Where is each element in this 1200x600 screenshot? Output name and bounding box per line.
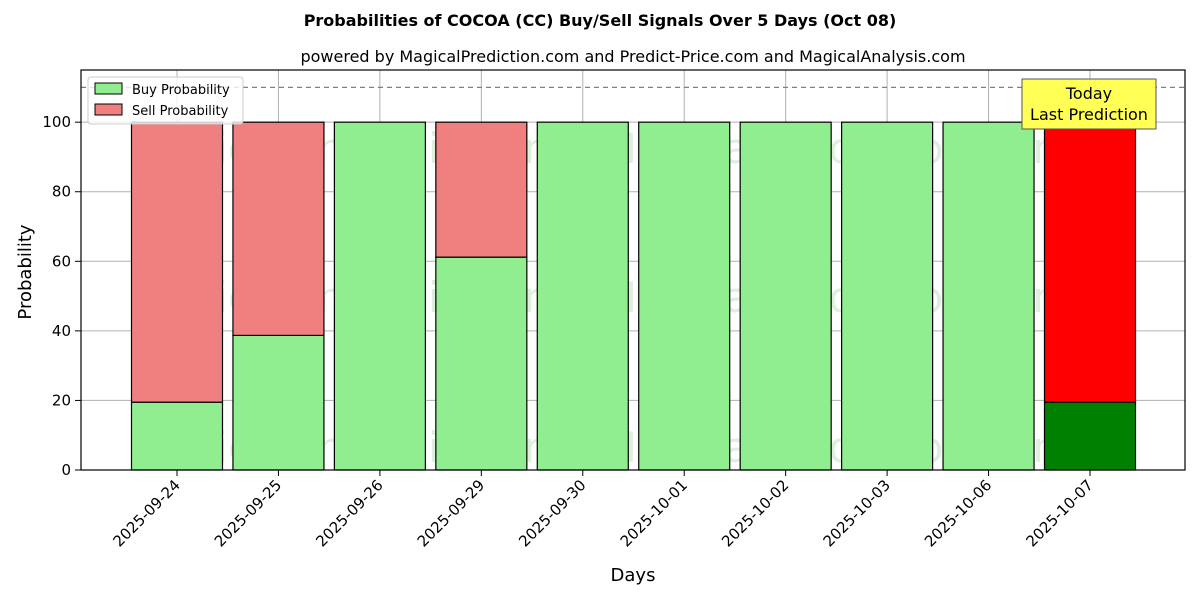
bar-buy xyxy=(841,121,934,471)
x-axis-label: Days xyxy=(611,565,656,586)
x-tick-label: 2025-09-30 xyxy=(515,476,589,550)
legend-label-sell: Sell Probability xyxy=(132,104,229,119)
x-tick-label: 2025-10-03 xyxy=(820,476,894,550)
x-tick-label: 2025-09-29 xyxy=(414,476,488,550)
today-annotation-line2: Last Prediction xyxy=(1030,105,1148,124)
x-tick-label: 2025-09-26 xyxy=(312,476,386,550)
legend: Buy Probability Sell Probability xyxy=(87,76,244,125)
y-tick-label: 80 xyxy=(52,183,71,201)
bar-buy xyxy=(536,121,629,471)
bars xyxy=(130,121,1137,471)
plot-frame xyxy=(80,69,1186,471)
bar-buy xyxy=(333,121,426,471)
bar-sell xyxy=(232,121,325,336)
legend-label-buy: Buy Probability xyxy=(132,83,230,98)
today-annotation: Today Last Prediction xyxy=(1021,78,1157,130)
bar-buy xyxy=(638,121,731,471)
x-tick-label: 2025-10-06 xyxy=(921,476,995,550)
bar-buy xyxy=(130,401,224,471)
bar-buy xyxy=(435,256,528,471)
x-tick-label: 2025-09-25 xyxy=(211,476,285,550)
bar-sell xyxy=(1043,121,1137,403)
today-annotation-line1: Today xyxy=(1065,84,1112,103)
chart-title: Probabilities of COCOA (CC) Buy/Sell Sig… xyxy=(304,11,897,30)
x-tick-label: 2025-09-24 xyxy=(109,476,183,550)
today-annotation-box xyxy=(1021,78,1157,130)
x-tick-label: 2025-10-02 xyxy=(718,476,792,550)
y-tick-label: 100 xyxy=(42,113,71,131)
bar-buy xyxy=(942,121,1035,471)
chart-subtitle: powered by MagicalPrediction.com and Pre… xyxy=(300,47,965,66)
legend-box xyxy=(87,76,244,125)
bar-buy xyxy=(1043,401,1137,471)
y-tick-label: 20 xyxy=(52,391,71,409)
x-tick-label: 2025-10-01 xyxy=(617,476,691,550)
y-tick-label: 40 xyxy=(52,322,71,340)
legend-swatch-buy xyxy=(94,82,123,95)
y-tick-label: 60 xyxy=(52,252,71,270)
bar-sell xyxy=(435,121,528,258)
y-tick-label: 0 xyxy=(61,461,71,479)
bar-buy xyxy=(739,121,832,471)
legend-swatch-sell xyxy=(94,103,123,116)
x-tick-label: 2025-10-07 xyxy=(1022,476,1096,550)
bar-sell xyxy=(130,121,224,403)
y-axis-label: Probability xyxy=(15,224,36,319)
bar-buy xyxy=(232,334,325,471)
